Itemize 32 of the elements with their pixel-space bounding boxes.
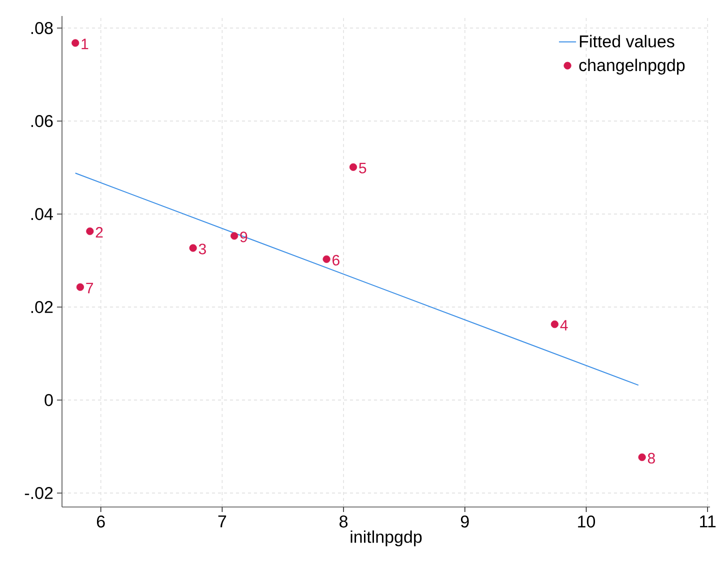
x-tick-label: 6 — [96, 516, 105, 528]
annotation: 3 — [198, 244, 206, 254]
legend-label: Fitted values — [580, 34, 674, 48]
annotation: 6 — [332, 254, 340, 266]
x-tick-label: 11 — [700, 516, 716, 528]
point — [76, 283, 84, 291]
x-tick-label: 9 — [460, 516, 469, 528]
annotation: 2 — [96, 227, 103, 238]
point — [72, 39, 80, 47]
y-tick-label: .06 — [31, 115, 53, 128]
y-tick-label: -.02 — [24, 487, 53, 500]
annotation: 4 — [560, 320, 568, 330]
x-tick-label: 7 — [218, 516, 226, 528]
annotation: 5 — [359, 162, 366, 174]
point — [322, 255, 330, 263]
legend-label: changelnpgdp — [579, 58, 685, 75]
point — [86, 227, 94, 236]
y-tick-label: .04 — [31, 208, 53, 220]
point — [550, 320, 558, 328]
point — [230, 232, 238, 240]
point — [349, 163, 358, 171]
y-tick-label: .02 — [31, 301, 53, 314]
annotation: 7 — [86, 282, 93, 294]
x-axis-title: initlnpgdp — [350, 530, 422, 546]
x-tick-label: 10 — [578, 516, 596, 528]
y-tick-label: 0 — [44, 394, 53, 406]
annotation: 8 — [648, 452, 655, 464]
point — [189, 244, 197, 252]
x-tick-label: 8 — [340, 516, 348, 528]
point — [638, 453, 646, 462]
y-tick-label: .08 — [31, 22, 53, 34]
annotation: 1 — [82, 38, 88, 50]
